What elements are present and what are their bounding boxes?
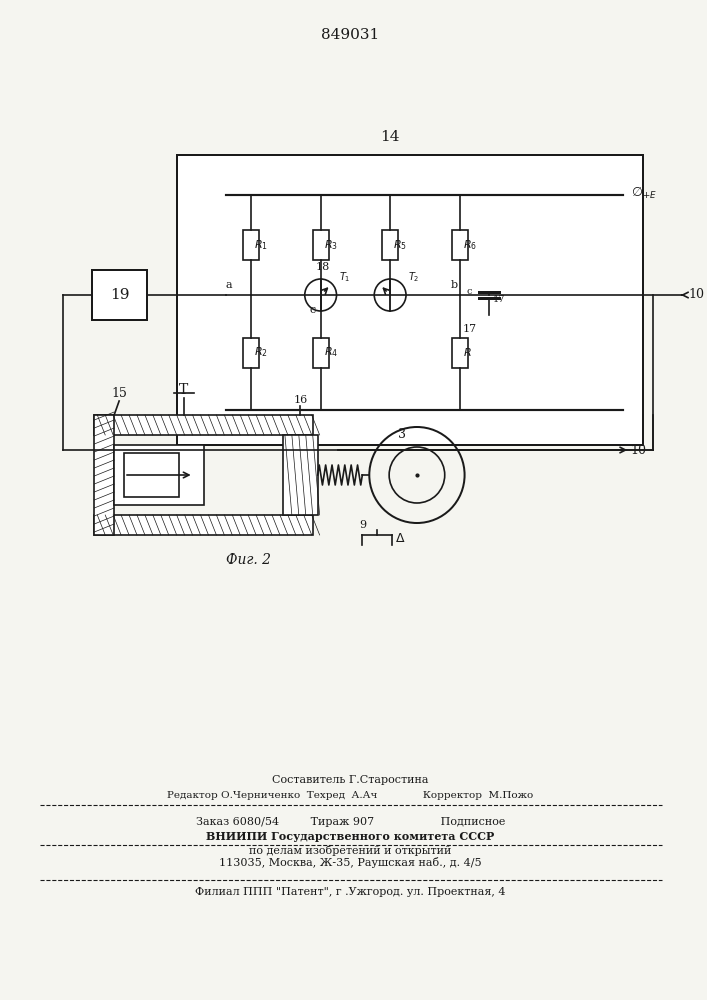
Text: Составитель Г.Старостина: Составитель Г.Старостина [272,775,428,785]
Text: 17: 17 [462,324,477,334]
Text: Заказ 6080/54         Тираж 907                   Подписное: Заказ 6080/54 Тираж 907 Подписное [196,817,505,827]
Text: 9: 9 [358,520,366,530]
Text: 19: 19 [110,288,129,302]
Text: 15: 15 [111,387,127,400]
Text: 18: 18 [316,262,330,272]
Text: Филиал ППП "Патент", г .Ужгород. ул. Проектная, 4: Филиал ППП "Патент", г .Ужгород. ул. Про… [195,887,506,897]
Bar [452,338,467,367]
Bar [93,270,147,320]
Bar [283,435,317,515]
Text: c: c [310,305,316,315]
Text: $R_3$: $R_3$ [324,238,338,252]
Text: $R_2$: $R_2$ [254,346,268,359]
Text: $T_2$: $T_2$ [408,270,419,284]
Text: $\Delta$: $\Delta$ [395,532,406,544]
Text: a: a [225,280,232,290]
Bar [243,338,259,367]
Bar [94,415,312,435]
Text: $R_5$: $R_5$ [393,238,407,252]
Text: Редактор О.Черниченко  Техред  А.Ач              Корректор  М.Пожо: Редактор О.Черниченко Техред А.Ач Коррек… [168,790,534,800]
Text: 16: 16 [293,395,308,405]
Bar [312,230,329,260]
Text: c: c [466,288,472,296]
Text: 849031: 849031 [321,28,380,42]
Text: 3: 3 [398,428,406,442]
Bar [382,230,398,260]
Text: 17: 17 [492,295,505,304]
Bar [312,338,329,367]
Text: Фиг. 2: Фиг. 2 [226,553,271,567]
Text: $R_4$: $R_4$ [324,346,338,359]
Text: 10: 10 [688,288,704,302]
Bar [114,445,204,505]
Text: $R_6$: $R_6$ [462,238,477,252]
Bar [94,415,114,535]
Text: b: b [451,280,458,290]
Bar [94,515,312,535]
Text: $R_1$: $R_1$ [254,238,268,252]
Bar [452,230,467,260]
Text: 10: 10 [631,444,646,456]
Bar [124,453,179,497]
Bar [177,155,643,445]
Text: $T_1$: $T_1$ [339,270,350,284]
Text: $R$: $R$ [462,347,472,359]
Text: 113035, Москва, Ж-35, Раушская наб., д. 4/5: 113035, Москва, Ж-35, Раушская наб., д. … [219,856,481,867]
Bar [243,230,259,260]
Text: $\varnothing_{+E}$: $\varnothing_{+E}$ [631,185,658,201]
Text: по делам изобретений и открытий: по делам изобретений и открытий [250,844,452,856]
Text: T: T [179,383,188,397]
Text: ВНИИПИ Государственного комитета СССР: ВНИИПИ Государственного комитета СССР [206,832,495,842]
Text: 14: 14 [380,130,400,144]
